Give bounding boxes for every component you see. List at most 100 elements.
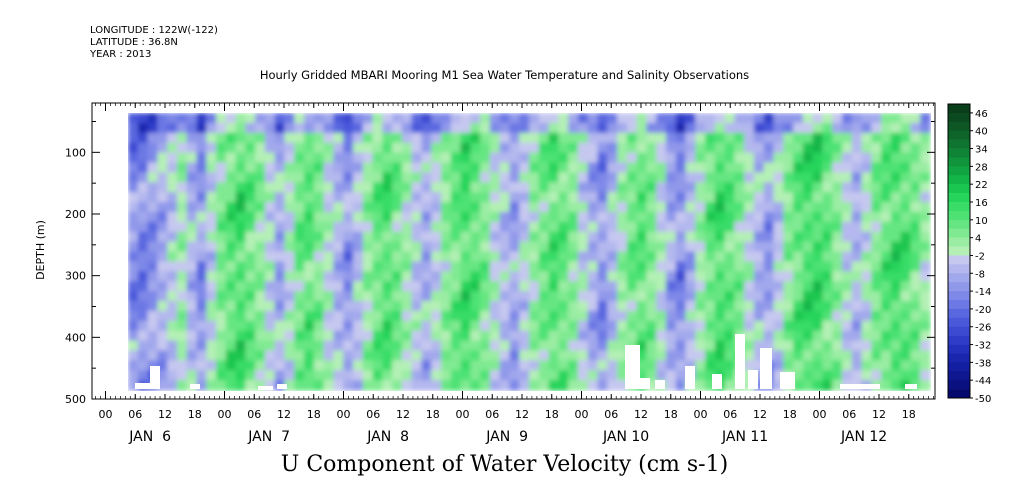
heat-cell [626,202,638,213]
heat-cell [724,300,736,312]
heat-cell [216,182,227,193]
heat-cell [509,291,521,302]
heat-cell [675,132,687,144]
heat-cell [362,360,374,372]
heat-cell [646,291,657,302]
heat-cell [401,300,413,312]
heat-cell [675,261,687,273]
heat-cell [343,192,354,203]
heat-cell [695,182,706,193]
heat-cell [685,350,697,362]
heat-cell [382,370,393,381]
heat-cell [216,192,227,203]
heat-cell [920,380,931,391]
heat-cell [832,221,843,233]
heat-cell [343,350,354,362]
heat-cell [665,330,677,342]
heat-cell [705,370,716,381]
heat-cell [675,231,687,243]
heat-cell [568,211,579,223]
heat-cell [235,142,247,154]
heat-cell [323,162,335,174]
heat-cell [157,132,168,144]
heat-cell [460,202,472,213]
heat-cell [724,152,736,164]
heat-cell [440,380,452,391]
year-label: YEAR : 2013 [90,49,152,60]
heat-cell [617,291,628,302]
heat-cell [577,241,589,253]
x-hour-label: 18 [188,408,202,421]
heat-cell [235,360,247,372]
heat-cell [401,320,413,332]
heat-cell [802,162,814,174]
heat-cell [822,330,833,342]
heat-cell [440,291,452,302]
heat-cell [851,291,863,302]
x-hour-label: 12 [396,408,410,421]
heat-cell [245,241,256,253]
heat-cell [793,202,804,213]
heat-cell [284,122,296,134]
heat-cell [793,182,804,193]
heat-cell [480,320,491,332]
heat-cell [352,152,364,164]
heat-cell [646,261,657,273]
heat-cell [235,291,247,302]
colorbar-swatch [948,166,970,176]
heat-cell [675,340,687,352]
heat-cell [822,340,833,352]
heat-cell [841,360,853,372]
heat-cell [323,251,335,263]
heat-cell [264,241,276,253]
heat-cell [284,231,296,243]
heat-cell [881,330,892,342]
heat-cell [128,330,139,342]
heat-cell [499,340,511,352]
heat-cell [411,142,423,154]
heat-cell [147,182,159,193]
heat-cell [480,142,491,154]
heat-cell [753,271,765,282]
heat-cell [245,152,256,164]
heat-cell [910,291,922,302]
heat-cell [577,320,589,332]
heat-cell [802,291,814,302]
heat-cell [401,350,413,362]
heat-cell [216,162,227,174]
heat-cell [577,251,589,263]
heat-cell [411,330,423,342]
heat-cell [802,202,814,213]
heat-cell [646,251,657,263]
heat-cell [773,231,785,243]
heat-cell [450,211,462,223]
heat-cell [137,310,149,322]
heat-cell [431,340,442,352]
heat-cell [294,113,305,124]
x-hour-label: 18 [902,408,916,421]
heat-cell [871,182,882,193]
heat-cell [225,330,237,342]
heat-cell [128,300,139,312]
heat-cell [646,300,657,312]
heat-cell [890,281,902,292]
heat-cell [352,231,364,243]
heat-cell [167,152,178,164]
heat-cell [343,182,354,193]
heat-cell [881,152,892,164]
x-hour-label: 00 [337,408,351,421]
heat-cell [352,320,364,332]
heat-cell [255,281,266,292]
heat-cell [568,162,579,174]
heat-cell [352,122,364,134]
x-day-label: JAN 9 [485,429,528,445]
heat-cell [157,211,168,223]
heat-cell [274,261,286,273]
heat-cell [577,330,589,342]
heat-cell [196,340,208,352]
heat-cell [421,132,432,144]
heat-cell [421,142,432,154]
heat-cell [881,231,892,243]
heat-cell [529,211,540,223]
